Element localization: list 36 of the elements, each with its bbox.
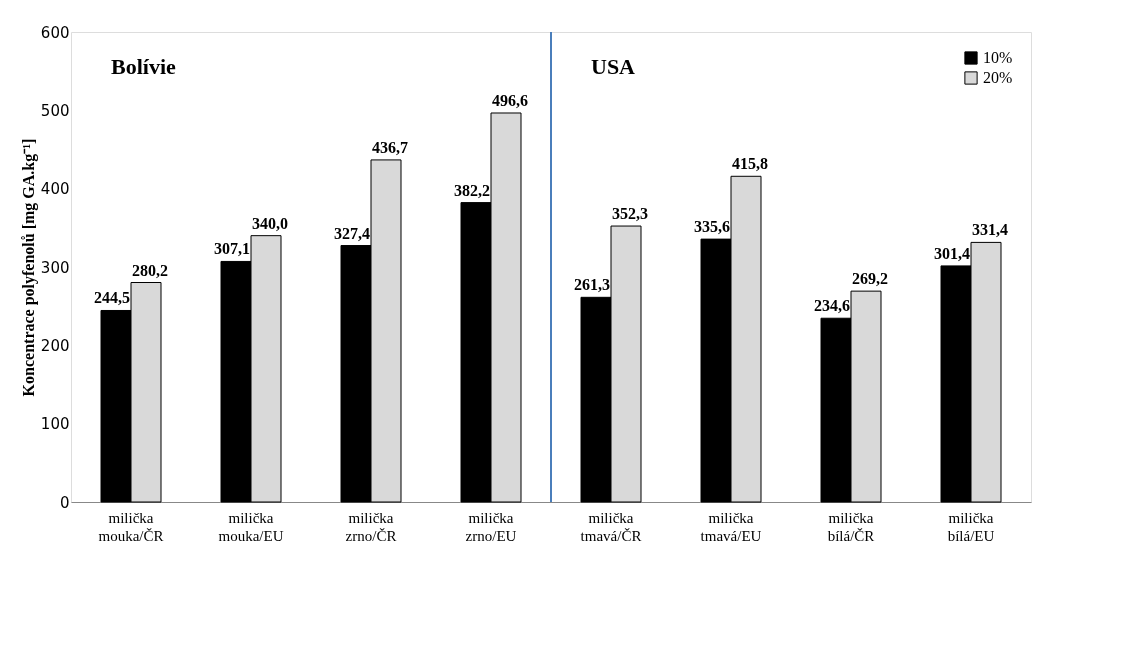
x-tick-label: milička zrno/EU (465, 509, 517, 544)
data-label: 340,0 (252, 214, 288, 232)
data-label: 415,8 (732, 155, 768, 173)
x-tick-label: milička bílá/ČR (827, 509, 875, 544)
annotation: Bolívie (111, 54, 177, 79)
x-tick-label: milička mouka/EU (218, 509, 284, 544)
y-tick-label: 200 (40, 336, 70, 355)
data-label: 331,4 (972, 221, 1008, 239)
data-label: 335,6 (694, 218, 730, 236)
data-label: 382,2 (454, 181, 490, 199)
x-tick-label: milička zrno/ČR (345, 509, 397, 544)
x-tick-label: milička tmavá/ČR (580, 509, 642, 544)
y-tick-label: 300 (40, 258, 70, 277)
y-axis-title: Koncentrace polyfenolů [mg GA.kg⁻¹] (19, 138, 38, 397)
data-label: 352,3 (612, 205, 648, 223)
data-label: 307,1 (214, 240, 250, 258)
data-label: 261,3 (574, 276, 610, 294)
data-label: 280,2 (132, 261, 168, 279)
annotation: USA (591, 54, 636, 79)
legend-label: 10% (983, 49, 1013, 66)
y-tick-label: 500 (40, 101, 70, 120)
data-label: 496,6 (492, 92, 528, 109)
data-label: 436,7 (372, 138, 408, 156)
x-tick-label: milička mouka/ČR (98, 509, 164, 544)
data-label: 327,4 (334, 224, 370, 242)
y-tick-label: 600 (40, 23, 70, 42)
y-tick-label: 0 (59, 493, 70, 512)
legend-label: 20% (983, 69, 1013, 86)
data-label: 234,6 (814, 297, 850, 315)
data-label: 269,2 (852, 270, 888, 288)
y-tick-label: 100 (40, 415, 70, 434)
data-label: 301,4 (934, 244, 970, 262)
x-tick-label: milička tmavá/EU (700, 509, 762, 544)
y-tick-label: 400 (40, 180, 70, 199)
x-tick-label: milička bílá/EU (947, 509, 995, 544)
data-label: 244,5 (94, 289, 130, 307)
